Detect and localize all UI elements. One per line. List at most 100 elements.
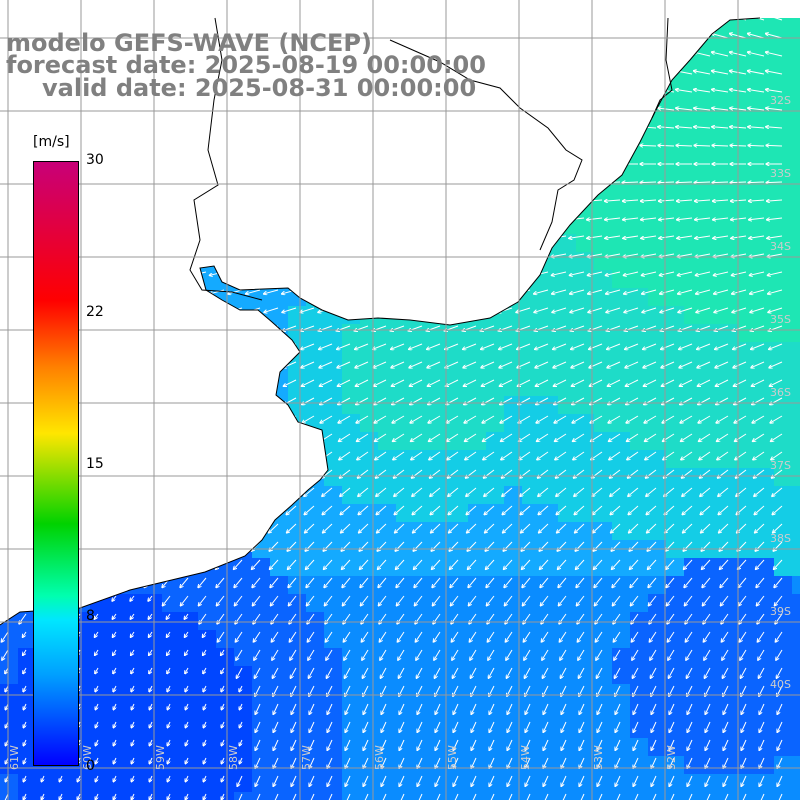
wind-speed-cell xyxy=(630,684,648,702)
wind-speed-cell xyxy=(630,396,648,414)
wind-speed-cell xyxy=(666,378,684,396)
wind-speed-cell xyxy=(360,666,378,684)
wind-speed-cell xyxy=(720,396,738,414)
wind-speed-cell xyxy=(774,756,792,774)
wind-speed-cell xyxy=(594,792,612,800)
wind-speed-cell xyxy=(720,720,738,738)
wind-speed-cell xyxy=(468,630,486,648)
wind-speed-cell xyxy=(720,486,738,504)
wind-speed-cell xyxy=(108,756,126,774)
wind-speed-cell xyxy=(288,666,306,684)
wind-arrow xyxy=(606,271,621,275)
wind-speed-cell xyxy=(756,342,774,360)
wind-speed-cell xyxy=(756,756,774,774)
wind-speed-cell xyxy=(666,324,684,342)
wind-speed-cell xyxy=(612,414,630,432)
wind-speed-cell xyxy=(198,774,216,792)
wind-speed-cell xyxy=(414,576,432,594)
wind-arrow xyxy=(748,71,765,75)
colorbar xyxy=(33,161,79,766)
wind-speed-cell xyxy=(486,756,504,774)
wind-speed-cell xyxy=(684,324,702,342)
wind-arrow xyxy=(712,34,729,39)
latitude-label: 37S xyxy=(770,459,791,472)
wind-speed-cell xyxy=(342,414,360,432)
wind-speed-cell xyxy=(648,648,666,666)
wind-speed-cell xyxy=(558,774,576,792)
wind-speed-cell xyxy=(378,666,396,684)
wind-speed-cell xyxy=(342,360,360,378)
wind-speed-cell xyxy=(342,666,360,684)
wind-speed-cell xyxy=(648,144,666,162)
wind-arrow xyxy=(731,253,747,257)
wind-speed-cell xyxy=(738,72,756,90)
wind-speed-cell xyxy=(702,702,720,720)
wind-speed-cell xyxy=(324,738,342,756)
wind-speed-cell xyxy=(522,486,540,504)
wind-speed-cell xyxy=(252,594,270,612)
wind-speed-cell xyxy=(666,414,684,432)
wind-speed-cell xyxy=(432,378,450,396)
wind-arrow xyxy=(588,289,603,294)
wind-speed-cell xyxy=(270,684,288,702)
wind-arrow xyxy=(676,127,693,128)
wind-speed-cell xyxy=(324,630,342,648)
wind-arrow xyxy=(659,253,675,257)
wind-speed-cell xyxy=(486,684,504,702)
wind-speed-cell xyxy=(792,198,800,216)
wind-speed-cell xyxy=(522,684,540,702)
wind-speed-cell xyxy=(324,522,342,540)
wind-speed-cell xyxy=(576,630,594,648)
wind-speed-cell xyxy=(540,468,558,486)
wind-speed-cell xyxy=(666,558,684,576)
wind-speed-cell xyxy=(270,648,288,666)
wind-speed-cell xyxy=(144,792,162,800)
wind-speed-cell xyxy=(288,648,306,666)
wind-speed-cell xyxy=(414,504,432,522)
wind-speed-cell xyxy=(666,684,684,702)
wind-speed-cell xyxy=(486,522,504,540)
wind-arrow xyxy=(748,34,765,39)
wind-speed-cell xyxy=(486,504,504,522)
wind-arrow xyxy=(624,271,639,275)
wind-speed-cell xyxy=(180,594,198,612)
wind-speed-cell xyxy=(90,774,108,792)
wind-speed-cell xyxy=(360,648,378,666)
wind-speed-cell xyxy=(720,414,738,432)
wind-speed-cell xyxy=(684,342,702,360)
wind-speed-cell xyxy=(486,630,504,648)
wind-arrow xyxy=(660,271,675,275)
wind-speed-cell xyxy=(702,144,720,162)
wind-speed-cell xyxy=(702,630,720,648)
wind-arrow xyxy=(713,182,729,183)
wind-speed-cell xyxy=(396,612,414,630)
wind-speed-cell xyxy=(792,702,800,720)
wind-speed-cell xyxy=(612,504,630,522)
wind-speed-cell xyxy=(540,612,558,630)
wind-speed-cell xyxy=(594,522,612,540)
wind-speed-cell xyxy=(684,90,702,108)
wind-arrow xyxy=(481,343,495,349)
wind-speed-cell xyxy=(666,774,684,792)
wind-speed-cell xyxy=(324,774,342,792)
wind-arrow xyxy=(588,307,603,312)
wind-arrow xyxy=(766,90,783,93)
wind-speed-cell xyxy=(594,594,612,612)
wind-speed-cell xyxy=(630,324,648,342)
wind-speed-cell xyxy=(720,342,738,360)
wind-arrow xyxy=(589,343,603,349)
wind-speed-cell xyxy=(576,306,594,324)
wind-speed-cell xyxy=(612,774,630,792)
wind-speed-cell xyxy=(396,594,414,612)
wind-arrow xyxy=(749,218,765,220)
wind-speed-cell xyxy=(378,504,396,522)
wind-speed-cell xyxy=(522,342,540,360)
wind-speed-cell xyxy=(324,504,342,522)
wind-speed-cell xyxy=(360,342,378,360)
wind-speed-cell xyxy=(738,594,756,612)
wind-speed-cell xyxy=(720,72,738,90)
wind-speed-cell xyxy=(558,486,576,504)
wind-speed-cell xyxy=(396,576,414,594)
wind-speed-cell xyxy=(684,144,702,162)
wind-arrow xyxy=(749,200,765,201)
